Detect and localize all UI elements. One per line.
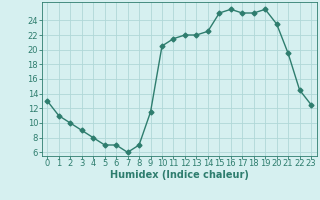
X-axis label: Humidex (Indice chaleur): Humidex (Indice chaleur) xyxy=(110,170,249,180)
